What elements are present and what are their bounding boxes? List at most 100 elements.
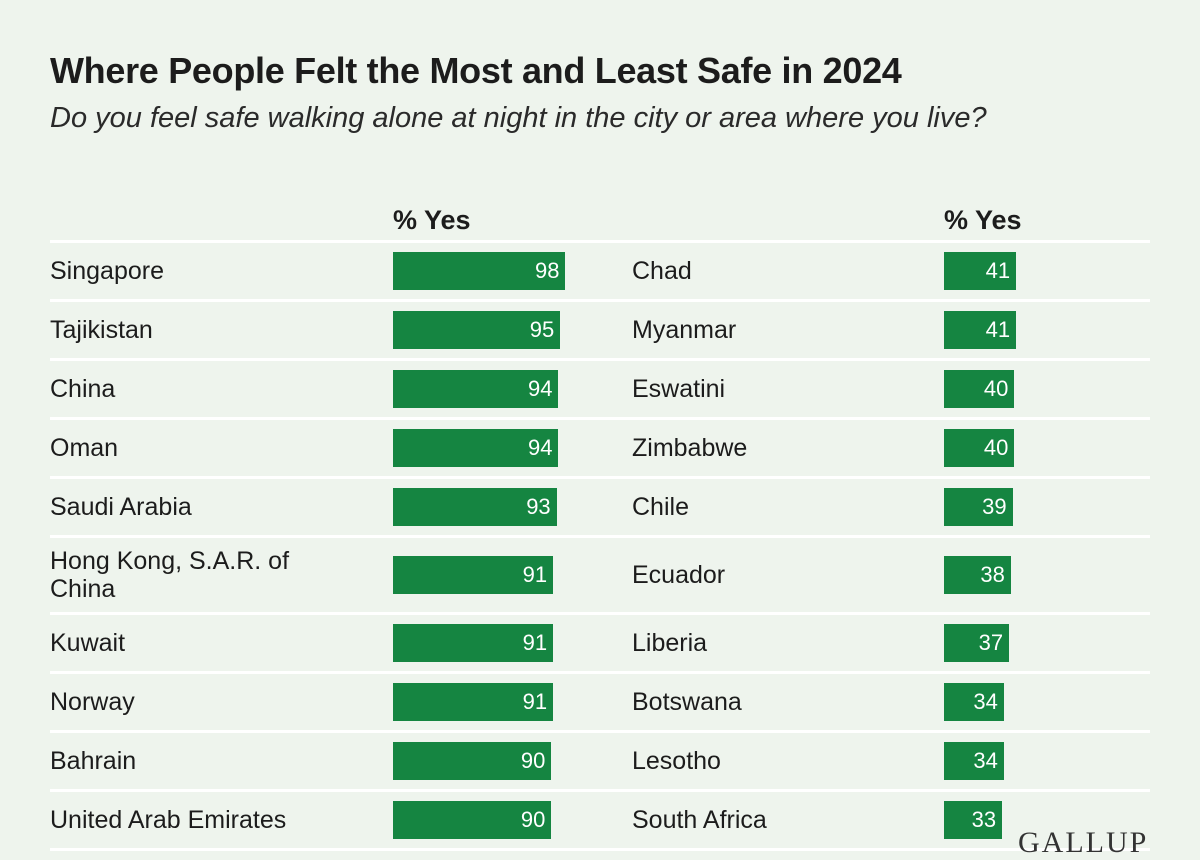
bar: 93 <box>393 488 557 526</box>
bar: 34 <box>944 742 1004 780</box>
category-label: Tajikistan <box>50 316 153 344</box>
row-label-cell: Oman <box>50 420 393 479</box>
bar-cell: 91 <box>393 674 632 733</box>
bar: 95 <box>393 311 561 349</box>
bar-cell: 90 <box>393 733 632 792</box>
row-label-cell: Myanmar <box>632 302 944 361</box>
bar: 41 <box>944 311 1017 349</box>
value-label: 38 <box>980 562 1005 587</box>
category-label: Ecuador <box>632 561 726 589</box>
bar-cell: 39 <box>944 479 1150 538</box>
value-label: 41 <box>985 317 1011 342</box>
category-label: Saudi Arabia <box>50 493 192 521</box>
value-label: 94 <box>527 376 553 401</box>
row-label-cell: Zimbabwe <box>632 420 944 479</box>
category-label: Chile <box>632 493 689 521</box>
bar-cell: 41 <box>944 243 1150 302</box>
header-spacer <box>50 200 393 243</box>
value-label: 37 <box>978 630 1004 655</box>
column-header: % Yes <box>393 200 632 243</box>
row-label-cell: Eswatini <box>632 361 944 420</box>
bar: 94 <box>393 370 559 408</box>
value-label: 90 <box>520 807 546 832</box>
bar-cell: 34 <box>944 733 1150 792</box>
header-spacer <box>632 200 944 243</box>
value-label: 40 <box>983 376 1009 401</box>
row-label-cell: Norway <box>50 674 393 733</box>
category-label: Chad <box>632 257 692 285</box>
bar: 40 <box>944 370 1015 408</box>
value-label: 90 <box>520 748 546 773</box>
chart-table: % Yes % Yes Singapore 98 Chad 41 Tajikistan 95 M… <box>50 200 1150 851</box>
row-label-cell: Liberia <box>632 615 944 674</box>
bar-cell: 34 <box>944 674 1150 733</box>
category-label: Oman <box>50 434 119 462</box>
value-label: 93 <box>526 494 551 519</box>
bar: 91 <box>393 556 554 594</box>
value-label: 91 <box>522 689 548 714</box>
bar: 37 <box>944 624 1010 662</box>
value-label: 94 <box>527 435 553 460</box>
category-label: Singapore <box>50 257 164 285</box>
bar-cell: 95 <box>393 302 632 361</box>
category-label: China <box>50 375 116 403</box>
value-label: 34 <box>973 689 998 714</box>
category-label: Hong Kong, S.A.R. of China <box>50 547 290 603</box>
bar: 40 <box>944 429 1015 467</box>
row-label-cell: Hong Kong, S.A.R. of China <box>50 538 393 615</box>
category-label: United Arab Emirates <box>50 806 287 834</box>
bar-cell: 91 <box>393 615 632 674</box>
category-label: Liberia <box>632 629 708 657</box>
row-label-cell: United Arab Emirates <box>50 792 393 851</box>
value-label: 95 <box>529 317 555 342</box>
row-label-cell: Singapore <box>50 243 393 302</box>
row-label-cell: Lesotho <box>632 733 944 792</box>
category-label: Eswatini <box>632 375 726 403</box>
category-label: Botswana <box>632 688 742 716</box>
bar: 91 <box>393 683 554 721</box>
category-label: Lesotho <box>632 747 721 775</box>
category-label: Zimbabwe <box>632 434 748 462</box>
bar-cell: 37 <box>944 615 1150 674</box>
bar-cell: 41 <box>944 302 1150 361</box>
bar: 90 <box>393 801 552 839</box>
bar-cell: 94 <box>393 361 632 420</box>
bar: 91 <box>393 624 554 662</box>
value-label: 91 <box>522 630 548 655</box>
bar-cell: 93 <box>393 479 632 538</box>
column-header: % Yes <box>944 200 1150 243</box>
row-label-cell: South Africa <box>632 792 944 851</box>
chart-subtitle: Do you feel safe walking alone at night … <box>50 102 987 134</box>
bar-cell: 91 <box>393 538 632 615</box>
category-label: Bahrain <box>50 747 137 775</box>
bar-cell: 90 <box>393 792 632 851</box>
chart-title: Where People Felt the Most and Least Saf… <box>50 50 902 91</box>
bar: 34 <box>944 683 1004 721</box>
bar: 41 <box>944 252 1017 290</box>
row-label-cell: Bahrain <box>50 733 393 792</box>
row-label-cell: Kuwait <box>50 615 393 674</box>
row-label-cell: China <box>50 361 393 420</box>
bar: 98 <box>393 252 566 290</box>
bar: 90 <box>393 742 552 780</box>
bar: 38 <box>944 556 1011 594</box>
bar: 33 <box>944 801 1003 839</box>
category-label: Myanmar <box>632 316 737 344</box>
category-label: Kuwait <box>50 629 126 657</box>
logo: GALLUP <box>1018 826 1149 859</box>
bar-cell: 38 <box>944 538 1150 615</box>
bar-cell: 94 <box>393 420 632 479</box>
value-label: 39 <box>982 494 1007 519</box>
row-label-cell: Chile <box>632 479 944 538</box>
bar: 39 <box>944 488 1013 526</box>
row-label-cell: Saudi Arabia <box>50 479 393 538</box>
row-label-cell: Botswana <box>632 674 944 733</box>
row-label-cell: Tajikistan <box>50 302 393 361</box>
value-label: 91 <box>522 562 548 587</box>
row-label-cell: Chad <box>632 243 944 302</box>
bar: 94 <box>393 429 559 467</box>
value-label: 40 <box>983 435 1009 460</box>
bar-cell: 98 <box>393 243 632 302</box>
bar-cell: 40 <box>944 361 1150 420</box>
